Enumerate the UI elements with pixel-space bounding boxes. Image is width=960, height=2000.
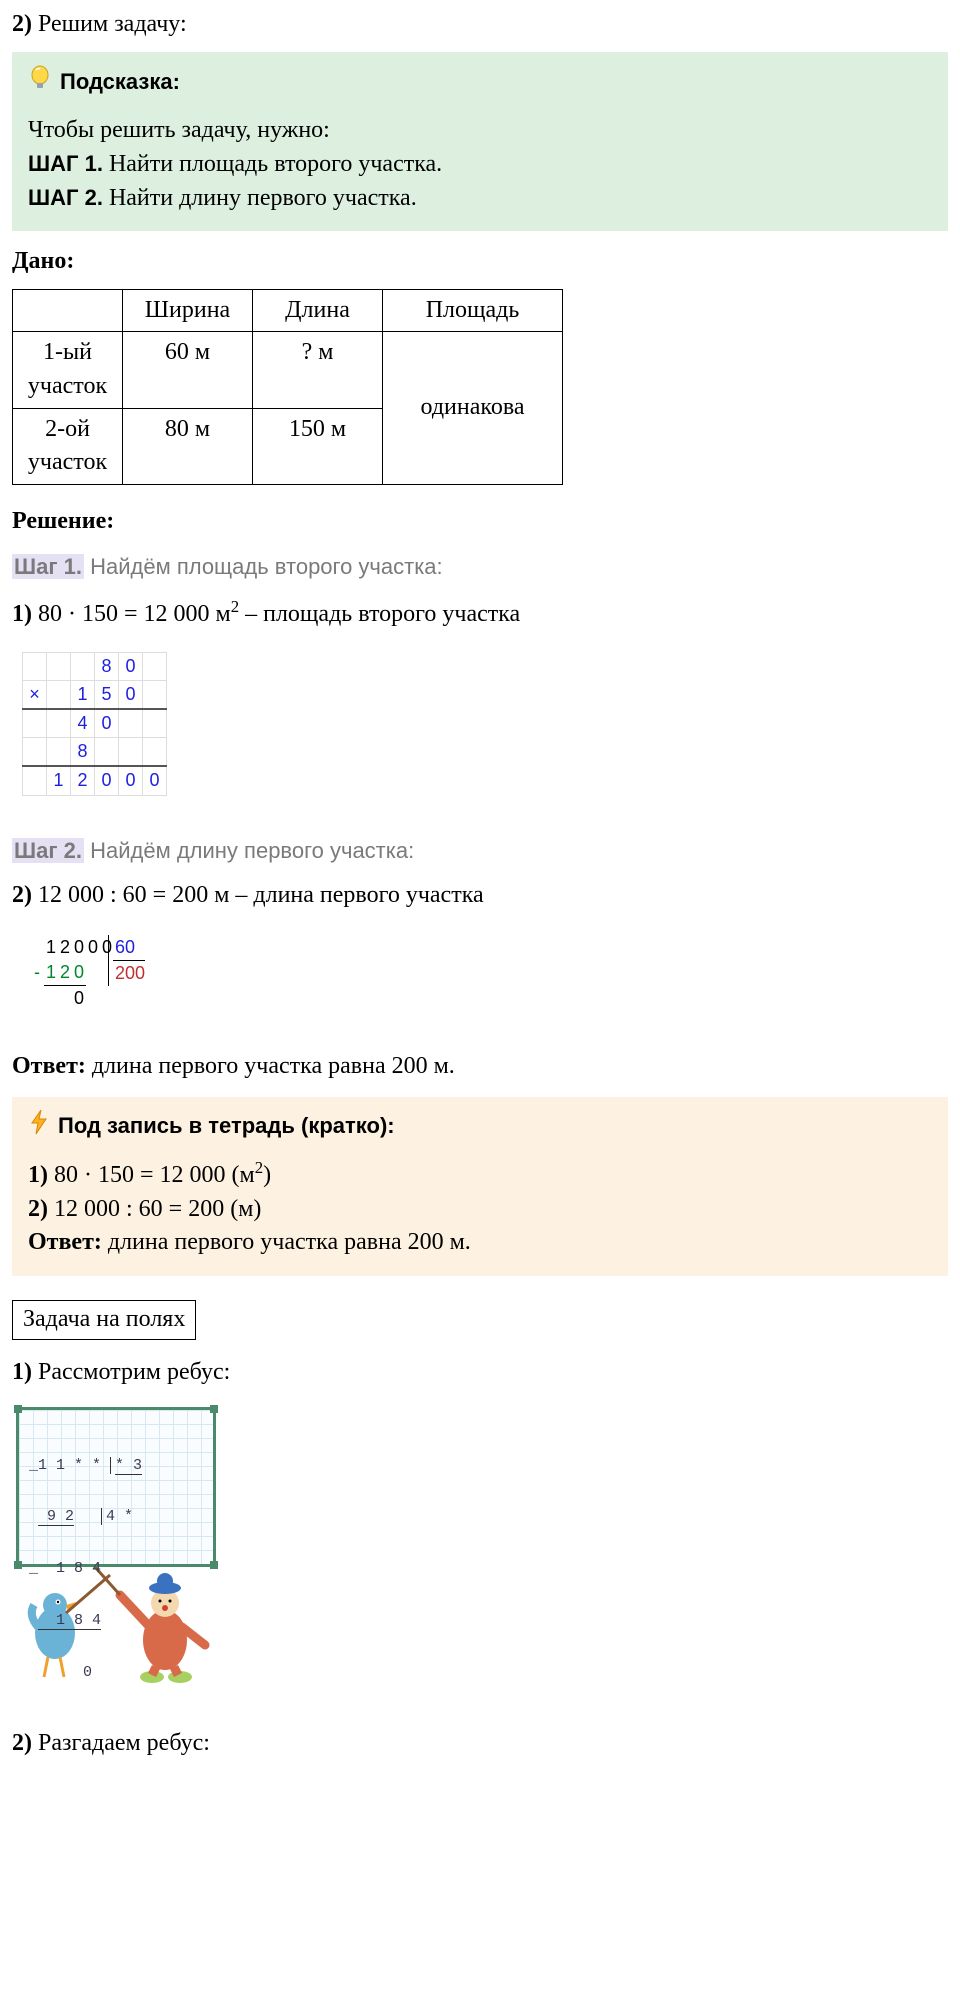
- margin-p2: 2) Разгадаем ребус:: [12, 1727, 948, 1761]
- row2-name: 2-ой участок: [13, 408, 123, 484]
- intro-line: 2) Решим задачу:: [12, 8, 948, 42]
- step1-text: Найдём площадь второго участка:: [90, 554, 443, 579]
- hint-box: Подсказка: Чтобы решить задачу, нужно: Ш…: [12, 52, 948, 232]
- nb1-num: 1): [28, 1162, 48, 1188]
- row1-name: 1-ый участок: [13, 332, 123, 408]
- hint-step-1: ШАГ 1. Найти площадь второго участка.: [28, 148, 932, 182]
- ld-divisor: 60: [113, 935, 145, 961]
- hint-title: Подсказка:: [28, 64, 932, 101]
- notebook-line-1: 1) 80 · 150 = 12 000 (м2): [28, 1156, 932, 1193]
- col-blank: [13, 289, 123, 332]
- intro-num: 2): [12, 11, 32, 37]
- lightning-icon: [28, 1109, 50, 1144]
- calc1-num: 1): [12, 601, 32, 627]
- notebook-box: Под запись в тетрадь (кратко): 1) 80 · 1…: [12, 1097, 948, 1276]
- margin-p1: 1) Рассмотрим ребус:: [12, 1356, 948, 1390]
- area-merged: одинакова: [383, 332, 563, 484]
- hint-step-2: ШАГ 2. Найти длину первого участка.: [28, 182, 932, 216]
- margin-p1-text: Рассмотрим ребус:: [38, 1359, 230, 1385]
- step1-heading: Шаг 1. Найдём площадь второго участка:: [12, 552, 948, 583]
- table-header-row: Ширина Длина Площадь: [13, 289, 563, 332]
- calc-line-2: 2) 12 000 : 60 = 200 м – длина первого у…: [12, 879, 948, 913]
- long-division: 12000 -120 0 60 200: [30, 935, 114, 1012]
- hint-lead: Чтобы решить задачу, нужно:: [28, 114, 932, 148]
- row2-length: 150 м: [253, 408, 383, 484]
- row1-width: 60 м: [123, 332, 253, 408]
- notebook-title: Под запись в тетрадь (кратко):: [28, 1109, 932, 1144]
- nb1-tail: ): [263, 1162, 271, 1188]
- hint-step-1-text: Найти площадь второго участка.: [109, 151, 442, 177]
- row2-width: 80 м: [123, 408, 253, 484]
- rebus-board: _1 1 * * * 3 9 2 4 * _ 1 8 4 1 8 4 0: [16, 1407, 216, 1567]
- solution-label: Решение:: [12, 505, 948, 539]
- hint-title-text: Подсказка:: [60, 67, 180, 98]
- step2-hl: Шаг 2.: [12, 838, 84, 863]
- margin-p2-num: 2): [12, 1730, 32, 1756]
- ld-quotient: 200: [113, 963, 145, 983]
- nb1-sup: 2: [255, 1158, 263, 1177]
- col-length: Длина: [253, 289, 383, 332]
- given-table: Ширина Длина Площадь 1-ый участок 60 м ?…: [12, 289, 563, 485]
- step2-heading: Шаг 2. Найдём длину первого участка:: [12, 836, 948, 867]
- answer-label: Ответ:: [12, 1053, 86, 1079]
- hint-step-2-label: ШАГ 2.: [28, 185, 103, 210]
- hint-step-1-label: ШАГ 1.: [28, 151, 103, 176]
- lightbulb-icon: [28, 64, 52, 101]
- table-row: 1-ый участок 60 м ? м одинакова: [13, 332, 563, 408]
- margin-task-box: Задача на полях: [12, 1300, 196, 1340]
- hint-step-2-text: Найти длину первого участка.: [109, 185, 417, 211]
- calc1-tail: – площадь второго участка: [239, 601, 520, 627]
- row1-length: ? м: [253, 332, 383, 408]
- rebus-illustration: _1 1 * * * 3 9 2 4 * _ 1 8 4 1 8 4 0: [16, 1407, 230, 1685]
- hint-body: Чтобы решить задачу, нужно: ШАГ 1. Найти…: [28, 114, 932, 215]
- answer-text: длина первого участка равна 200 м.: [92, 1053, 455, 1079]
- step1-hl: Шаг 1.: [12, 554, 84, 579]
- given-label: Дано:: [12, 245, 948, 279]
- nb-answer-text: длина первого участка равна 200 м.: [108, 1229, 471, 1255]
- calc1-expr: 80 · 150 = 12 000 м: [38, 601, 231, 627]
- intro-text: Решим задачу:: [38, 11, 187, 37]
- col-width: Ширина: [123, 289, 253, 332]
- nb-answer-label: Ответ:: [28, 1229, 102, 1255]
- calc2-expr: 12 000 : 60 = 200 м – длина первого учас…: [38, 882, 484, 908]
- calc2-num: 2): [12, 882, 32, 908]
- notebook-answer: Ответ: длина первого участка равна 200 м…: [28, 1226, 932, 1260]
- calc1-sup: 2: [231, 597, 239, 616]
- nb1-expr: 80 · 150 = 12 000 (м: [54, 1162, 255, 1188]
- margin-p2-text: Разгадаем ребус:: [38, 1730, 210, 1756]
- answer-line: Ответ: длина первого участка равна 200 м…: [12, 1050, 948, 1084]
- step2-text: Найдём длину первого участка:: [90, 838, 414, 863]
- margin-p1-num: 1): [12, 1359, 32, 1385]
- notebook-title-text: Под запись в тетрадь (кратко):: [58, 1111, 395, 1142]
- notebook-line-2: 2) 12 000 : 60 = 200 (м): [28, 1193, 932, 1227]
- calc-line-1: 1) 80 · 150 = 12 000 м2 – площадь второг…: [12, 595, 948, 632]
- nb2-num: 2): [28, 1196, 48, 1222]
- col-area: Площадь: [383, 289, 563, 332]
- column-multiplication: 80×15040812000: [22, 652, 167, 796]
- nb2-expr: 12 000 : 60 = 200 (м): [54, 1196, 261, 1222]
